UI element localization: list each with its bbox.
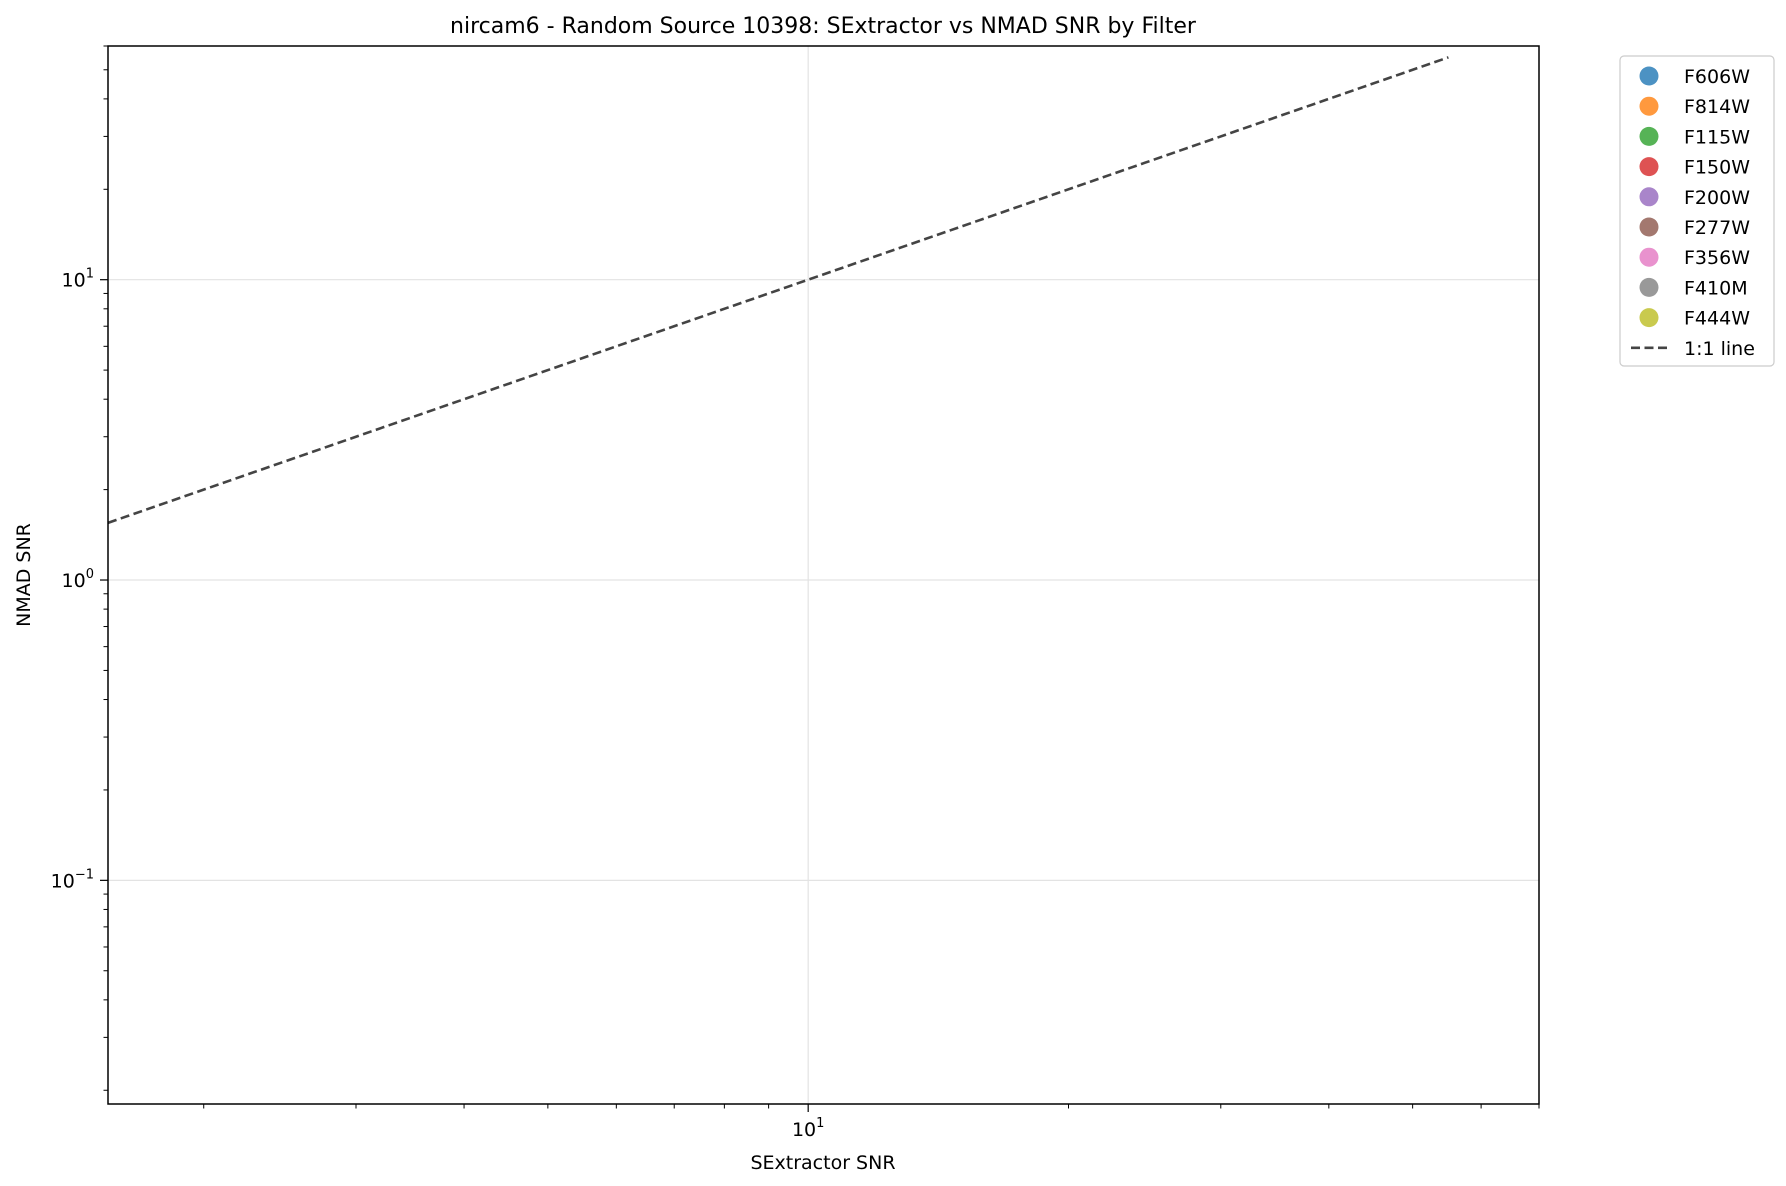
legend-marker bbox=[1639, 96, 1659, 116]
legend-label: F115W bbox=[1684, 126, 1750, 148]
legend-marker bbox=[1639, 157, 1659, 177]
legend: F606W F814W F115W F150W F200W F277W F356W F410M… bbox=[1619, 55, 1775, 367]
legend-marker bbox=[1639, 66, 1659, 86]
y-axis-label: NMAD SNR bbox=[13, 523, 35, 627]
legend-label: F814W bbox=[1684, 96, 1750, 118]
legend-marker bbox=[1639, 217, 1659, 237]
legend-marker bbox=[1639, 187, 1659, 207]
reference-line-layer bbox=[107, 56, 1449, 525]
legend-label: F200W bbox=[1684, 187, 1750, 209]
major-ticks: 101 10−1 100 101 bbox=[51, 267, 825, 1141]
plot-frame bbox=[107, 45, 1540, 1105]
grid bbox=[108, 46, 1539, 1104]
legend-marker bbox=[1639, 308, 1659, 328]
x-axis-label: SExtractor SNR bbox=[750, 1152, 895, 1174]
legend-marker bbox=[1639, 247, 1659, 267]
legend-marker bbox=[1639, 277, 1659, 297]
legend-label: F356W bbox=[1684, 247, 1750, 269]
legend-label: F606W bbox=[1684, 66, 1750, 88]
y-tick-label: 10−1 bbox=[51, 867, 94, 892]
legend-label: F277W bbox=[1684, 217, 1750, 239]
x-tick-label: 101 bbox=[792, 1116, 824, 1141]
reference-line-1-to-1 bbox=[107, 56, 1449, 525]
y-tick-label: 101 bbox=[62, 267, 94, 292]
chart-title: nircam6 - Random Source 10398: SExtracto… bbox=[450, 14, 1197, 39]
legend-label: 1:1 line bbox=[1684, 338, 1755, 360]
legend-marker bbox=[1639, 126, 1659, 146]
legend-label: F410M bbox=[1684, 277, 1748, 299]
legend-frame bbox=[1619, 55, 1775, 367]
y-tick-label: 100 bbox=[62, 567, 94, 592]
legend-label: F150W bbox=[1684, 157, 1750, 179]
legend-label: F444W bbox=[1684, 308, 1750, 330]
